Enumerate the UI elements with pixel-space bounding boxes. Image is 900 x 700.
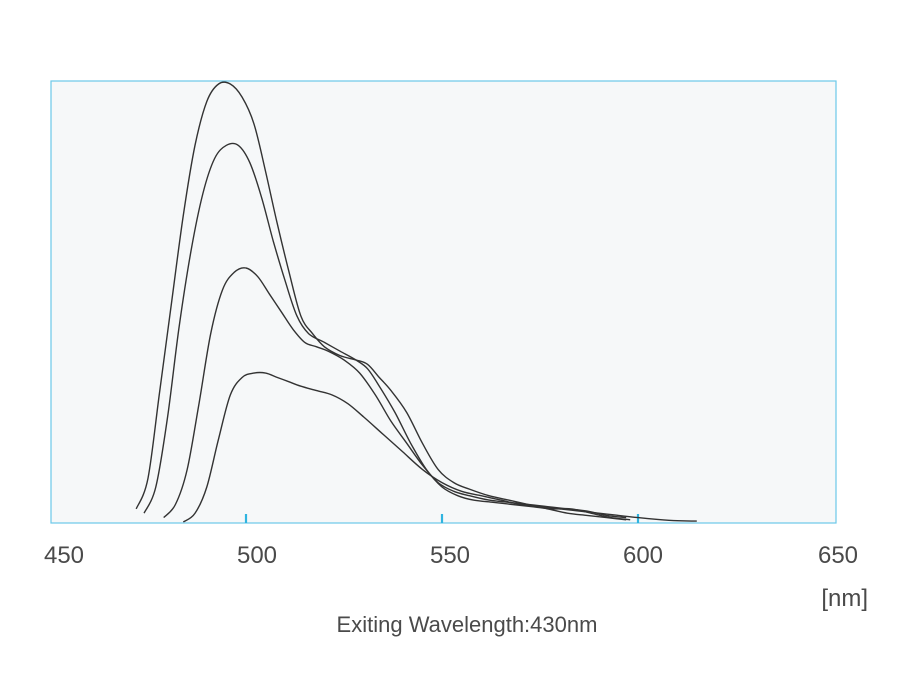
x-tick-label-500: 500 <box>237 542 277 569</box>
x-tick-label-450: 450 <box>44 542 84 569</box>
series-curves <box>135 81 697 523</box>
series-curve-4 <box>182 371 697 523</box>
x-tick-label-650: 650 <box>818 542 858 569</box>
x-tick-label-600: 600 <box>623 542 663 569</box>
series-curve-1 <box>135 81 627 521</box>
plot-area <box>50 80 837 524</box>
x-axis-tick-labels: 450 500 550 600 650 <box>44 542 858 569</box>
x-tick-label-550: 550 <box>430 542 470 569</box>
series-curve-2 <box>143 142 631 521</box>
x-axis-unit-label: [nm] <box>821 585 868 612</box>
x-axis-ticks <box>244 514 640 523</box>
series-curve-3 <box>163 267 627 519</box>
x-axis-caption: Exiting Wavelength:430nm <box>337 612 598 637</box>
